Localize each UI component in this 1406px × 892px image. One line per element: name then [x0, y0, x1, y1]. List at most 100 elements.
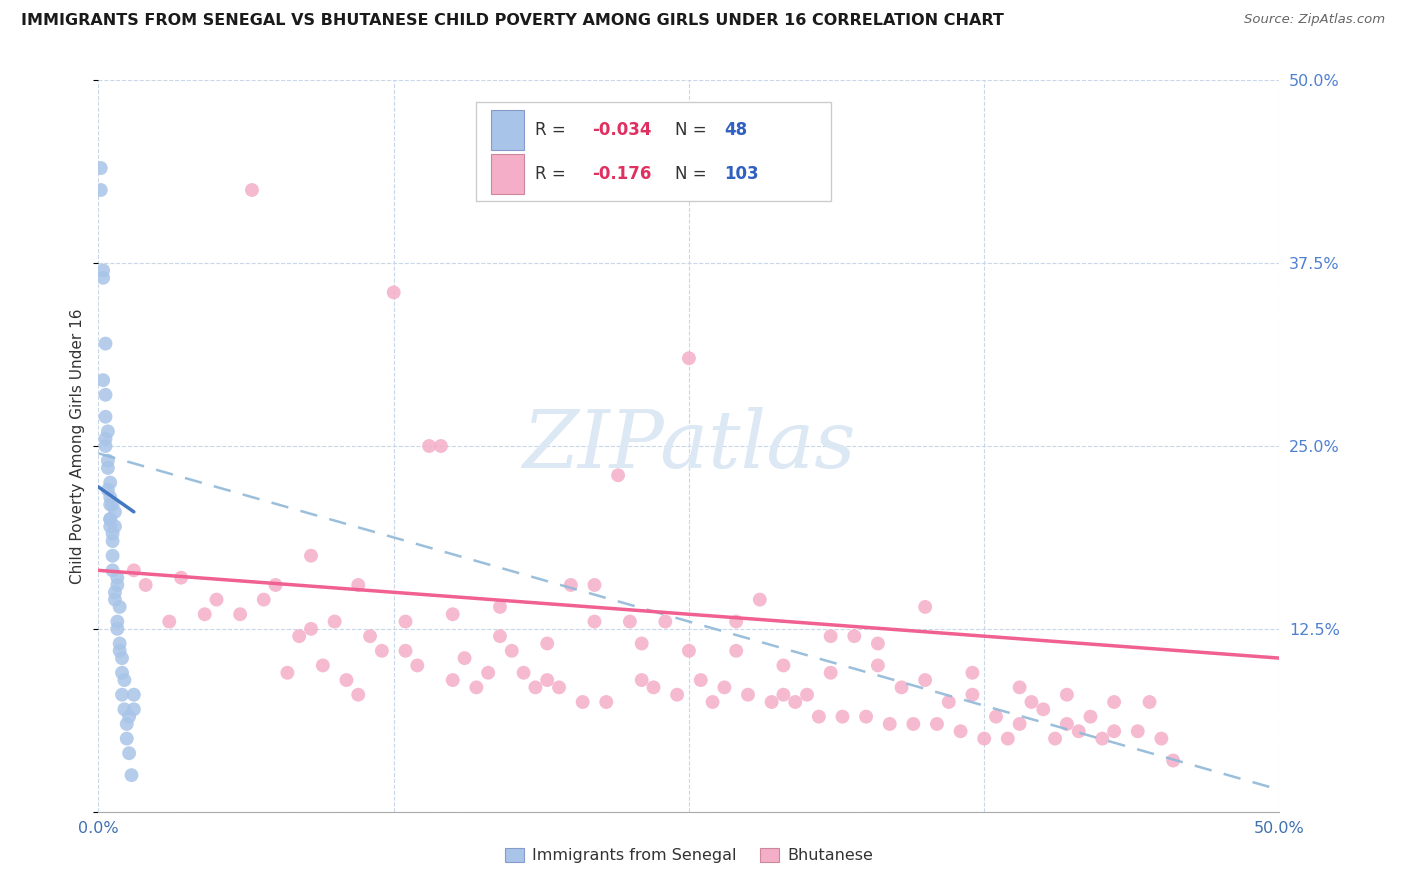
Text: IMMIGRANTS FROM SENEGAL VS BHUTANESE CHILD POVERTY AMONG GIRLS UNDER 16 CORRELAT: IMMIGRANTS FROM SENEGAL VS BHUTANESE CHI…: [21, 13, 1004, 29]
Point: [453, 651, 475, 665]
Point: [101, 549, 124, 563]
Point: [914, 599, 936, 614]
Point: [112, 673, 135, 687]
Point: [97, 453, 120, 467]
Point: [335, 673, 357, 687]
Point: [678, 351, 700, 366]
Text: Source: ZipAtlas.com: Source: ZipAtlas.com: [1244, 13, 1385, 27]
Bar: [491, 110, 523, 150]
Point: [512, 665, 534, 680]
Point: [157, 615, 180, 629]
Point: [1021, 695, 1043, 709]
Point: [111, 665, 134, 680]
Point: [725, 615, 748, 629]
Point: [785, 695, 807, 709]
Point: [115, 717, 138, 731]
Point: [347, 578, 370, 592]
Text: ZIPatlas: ZIPatlas: [522, 408, 856, 484]
Point: [1102, 724, 1125, 739]
Point: [105, 615, 128, 629]
Point: [807, 709, 830, 723]
Point: [973, 731, 995, 746]
Point: [118, 746, 141, 760]
Point: [288, 629, 311, 643]
Point: [406, 658, 429, 673]
Point: [122, 702, 145, 716]
Point: [98, 498, 121, 512]
Point: [583, 615, 606, 629]
Text: 48: 48: [724, 121, 748, 139]
Point: [371, 644, 394, 658]
Point: [347, 688, 370, 702]
Point: [903, 717, 925, 731]
Point: [949, 724, 972, 739]
Point: [890, 681, 912, 695]
Point: [104, 592, 127, 607]
Point: [170, 571, 193, 585]
Point: [678, 644, 700, 658]
Point: [583, 578, 606, 592]
Point: [489, 599, 512, 614]
Point: [501, 644, 523, 658]
Point: [713, 681, 735, 695]
Point: [1008, 681, 1031, 695]
Point: [1161, 754, 1184, 768]
Point: [477, 665, 499, 680]
Point: [524, 681, 547, 695]
Point: [772, 688, 794, 702]
Point: [94, 409, 117, 424]
Point: [820, 629, 842, 643]
Point: [299, 622, 322, 636]
Point: [115, 731, 138, 746]
Text: 103: 103: [724, 165, 759, 183]
Point: [879, 717, 901, 731]
Point: [866, 658, 889, 673]
Point: [1139, 695, 1161, 709]
Point: [98, 475, 121, 490]
Point: [122, 563, 145, 577]
Text: N =: N =: [675, 121, 711, 139]
Point: [98, 512, 121, 526]
Point: [914, 673, 936, 687]
Point: [323, 615, 346, 629]
Point: [108, 599, 131, 614]
Point: [925, 717, 948, 731]
Point: [359, 629, 381, 643]
Point: [866, 636, 889, 650]
Point: [90, 161, 112, 175]
Point: [997, 731, 1019, 746]
Point: [418, 439, 440, 453]
Point: [276, 665, 298, 680]
Point: [101, 534, 124, 549]
Point: [1080, 709, 1102, 723]
Point: [104, 585, 127, 599]
Point: [98, 519, 121, 533]
Point: [761, 695, 783, 709]
Point: [94, 336, 117, 351]
Point: [104, 519, 127, 533]
Point: [112, 702, 135, 716]
Point: [111, 688, 134, 702]
Point: [194, 607, 217, 622]
Point: [666, 688, 689, 702]
Point: [984, 709, 1007, 723]
Point: [394, 644, 416, 658]
Point: [135, 578, 157, 592]
Point: [229, 607, 252, 622]
Point: [689, 673, 711, 687]
Point: [264, 578, 287, 592]
Point: [205, 592, 228, 607]
Point: [105, 622, 128, 636]
Point: [560, 578, 582, 592]
Point: [630, 673, 652, 687]
Point: [1091, 731, 1114, 746]
Point: [97, 483, 120, 497]
FancyBboxPatch shape: [477, 103, 831, 201]
Point: [104, 505, 127, 519]
Point: [118, 709, 141, 723]
Point: [1126, 724, 1149, 739]
Point: [253, 592, 276, 607]
Point: [299, 549, 322, 563]
Point: [240, 183, 263, 197]
Point: [831, 709, 853, 723]
